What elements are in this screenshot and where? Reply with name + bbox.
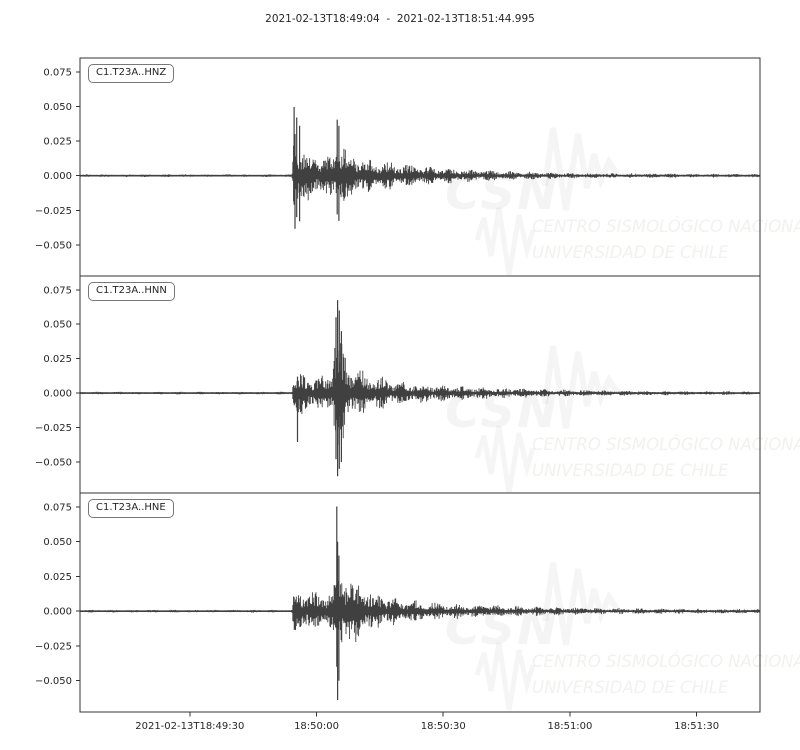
waveform-hnn [79, 343, 761, 445]
y-tick-label: −0.025 [35, 206, 72, 217]
x-tick-label: 18:51:00 [547, 721, 592, 732]
y-tick-label: 0.050 [43, 537, 72, 548]
waveform-hnz [79, 145, 761, 202]
y-tick-label: 0.000 [43, 171, 72, 182]
y-tick-label: 0.025 [43, 572, 72, 583]
y-tick-label: 0.075 [43, 502, 72, 513]
y-tick-label: −0.050 [35, 458, 72, 469]
watermark-line2: UNIVERSIDAD DE CHILE [532, 461, 729, 480]
y-axis-ticks: 0.075 0.050 0.025 0.000 −0.025 −0.050 [35, 502, 80, 687]
watermark-seismic-zigzag-icon [474, 207, 536, 276]
y-axis-ticks: 0.075 0.050 0.025 0.000 −0.025 −0.050 [35, 67, 80, 251]
waveform-hne [79, 577, 761, 643]
x-tick-label: 2021-02-13T18:49:30 [135, 721, 244, 732]
y-tick-label: 0.000 [43, 607, 72, 618]
x-tick-label: 18:51:30 [674, 721, 719, 732]
trace-label-hne: C1.T23A..HNE [88, 499, 174, 518]
y-tick-label: −0.025 [35, 423, 72, 434]
watermark-seismic-zigzag-icon [542, 562, 620, 646]
watermark-seismic-zigzag-icon [542, 127, 620, 211]
y-tick-label: 0.050 [43, 102, 72, 113]
figure-title: 2021-02-13T18:49:04 - 2021-02-13T18:51:4… [265, 13, 535, 25]
y-axis-ticks: 0.075 0.050 0.025 0.000 −0.025 −0.050 [35, 285, 80, 469]
trace-label-hnz: C1.T23A..HNZ [88, 64, 175, 83]
watermark-seismic-zigzag-icon [474, 642, 536, 711]
y-tick-label: 0.075 [43, 67, 72, 78]
watermark-seismic-zigzag-icon [474, 425, 536, 494]
watermark-seismic-zigzag-icon [542, 345, 620, 429]
panel-frame [79, 492, 761, 713]
x-axis-ticks: 2021-02-13T18:49:30 18:50:00 18:50:30 18:51… [135, 712, 719, 732]
watermark-line1: CENTRO SISMOLÓGICO NACIONAL [532, 435, 800, 454]
y-tick-label: −0.050 [35, 676, 72, 687]
x-tick-label: 18:50:00 [294, 721, 339, 732]
trace-label-hnn: C1.T23A..HNN [88, 282, 175, 301]
watermark-line2: UNIVERSIDAD DE CHILE [532, 243, 729, 262]
x-tick-label: 18:50:30 [421, 721, 466, 732]
watermark-line1: CENTRO SISMOLÓGICO NACIONAL [532, 652, 800, 671]
y-tick-label: −0.050 [35, 240, 72, 251]
watermark-line1: CENTRO SISMOLÓGICO NACIONAL [532, 217, 800, 236]
watermark-line2: UNIVERSIDAD DE CHILE [532, 678, 729, 697]
y-tick-label: 0.000 [43, 389, 72, 400]
y-tick-label: 0.025 [43, 354, 72, 365]
y-tick-label: 0.075 [43, 285, 72, 296]
y-tick-label: −0.025 [35, 641, 72, 652]
y-tick-label: 0.050 [43, 320, 72, 331]
y-tick-label: 0.025 [43, 137, 72, 148]
